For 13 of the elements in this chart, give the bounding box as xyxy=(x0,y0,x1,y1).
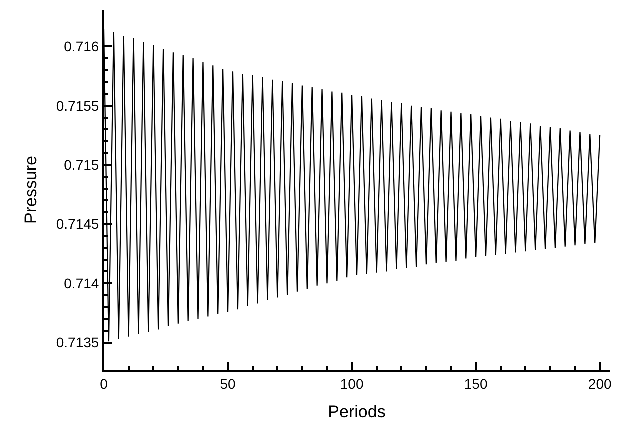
y-tick-label: 0.7155 xyxy=(56,98,100,114)
y-tick-label: 0.715 xyxy=(64,157,100,174)
x-tick-label: 0 xyxy=(100,376,108,392)
x-axis-title: Periods xyxy=(328,402,386,422)
x-tick-label: 150 xyxy=(464,376,488,392)
x-tick-label: 50 xyxy=(220,376,236,392)
y-tick-label: 0.714 xyxy=(64,275,100,292)
x-tick-label: 100 xyxy=(340,376,364,392)
y-axis-title: Pressure xyxy=(21,156,40,224)
y-tick-label: 0.7135 xyxy=(56,334,100,351)
y-tick-label: 0.716 xyxy=(64,38,100,55)
x-tick-label: 200 xyxy=(588,376,612,392)
y-tick-label: 0.7145 xyxy=(56,216,100,232)
